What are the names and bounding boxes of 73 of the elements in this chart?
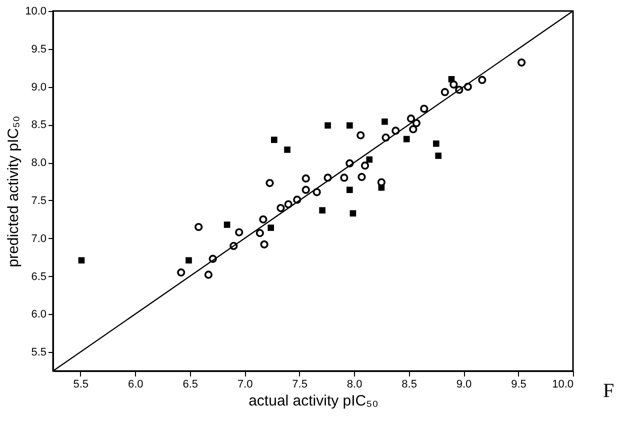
x-tick-label: 9.0 xyxy=(456,378,472,390)
point xyxy=(464,82,472,91)
y-axis-title: predicted activity pIC₅₀ xyxy=(5,116,22,268)
point xyxy=(224,222,230,228)
x-tick-label: 7.5 xyxy=(292,378,308,390)
x-tick-label: 6.5 xyxy=(182,378,198,390)
point xyxy=(284,146,290,153)
point xyxy=(409,125,418,134)
point xyxy=(302,186,310,194)
x-tick-label: 6.0 xyxy=(128,378,144,390)
point xyxy=(284,200,292,208)
point xyxy=(276,204,285,212)
point xyxy=(204,270,213,279)
y-tick-label: 8.0 xyxy=(31,157,46,170)
y-tick-label: 7.5 xyxy=(31,194,46,207)
point xyxy=(270,136,278,144)
point xyxy=(432,140,440,147)
y-tick-label: 8.5 xyxy=(31,119,46,132)
point xyxy=(259,215,268,224)
point xyxy=(186,257,192,264)
point xyxy=(312,188,321,196)
point xyxy=(340,174,348,182)
y-tick-label: 10.0 xyxy=(25,6,46,18)
point xyxy=(319,207,326,214)
point xyxy=(266,178,274,188)
point xyxy=(235,228,244,236)
point xyxy=(293,196,302,204)
point xyxy=(420,104,428,113)
x-tick-label: 7.0 xyxy=(237,378,253,390)
point xyxy=(406,114,416,123)
x-axis-title: actual activity pIC₅₀ xyxy=(248,392,378,410)
point xyxy=(412,119,421,128)
point xyxy=(194,222,203,232)
point xyxy=(392,126,400,135)
point xyxy=(450,80,458,89)
point xyxy=(356,131,365,140)
point xyxy=(208,254,217,263)
point xyxy=(382,118,388,125)
text: F xyxy=(603,380,614,402)
point xyxy=(324,122,331,129)
point xyxy=(517,58,526,67)
y-tick-label: 9.5 xyxy=(31,43,46,56)
y-tick-label: 6.5 xyxy=(31,270,46,283)
y-tick-label: 5.5 xyxy=(31,346,46,359)
point xyxy=(478,76,486,84)
x-tick-label: 5.5 xyxy=(73,378,89,390)
y-tick-label: 6.0 xyxy=(31,308,46,321)
point xyxy=(302,174,310,183)
point xyxy=(260,240,268,248)
point xyxy=(268,224,274,231)
point xyxy=(382,134,390,142)
point xyxy=(403,136,410,142)
x-tick-label: 8.0 xyxy=(346,378,362,390)
x-tick-label: 8.5 xyxy=(402,378,417,390)
point xyxy=(230,242,238,250)
point xyxy=(455,86,464,94)
point xyxy=(435,152,442,159)
point xyxy=(346,186,353,194)
point xyxy=(78,257,85,264)
x-tick-label: 10.0 xyxy=(552,378,574,390)
y-tick-label: 9.0 xyxy=(31,81,46,94)
x-tick-label: 9.5 xyxy=(511,378,526,390)
point xyxy=(440,88,449,96)
point xyxy=(358,172,366,182)
point xyxy=(350,210,356,217)
y-tick-label: 7.0 xyxy=(31,232,46,245)
point xyxy=(366,156,373,163)
point xyxy=(324,174,332,182)
point xyxy=(346,159,354,168)
point xyxy=(256,229,264,238)
point xyxy=(177,268,186,277)
point xyxy=(346,122,353,129)
point xyxy=(360,162,370,170)
